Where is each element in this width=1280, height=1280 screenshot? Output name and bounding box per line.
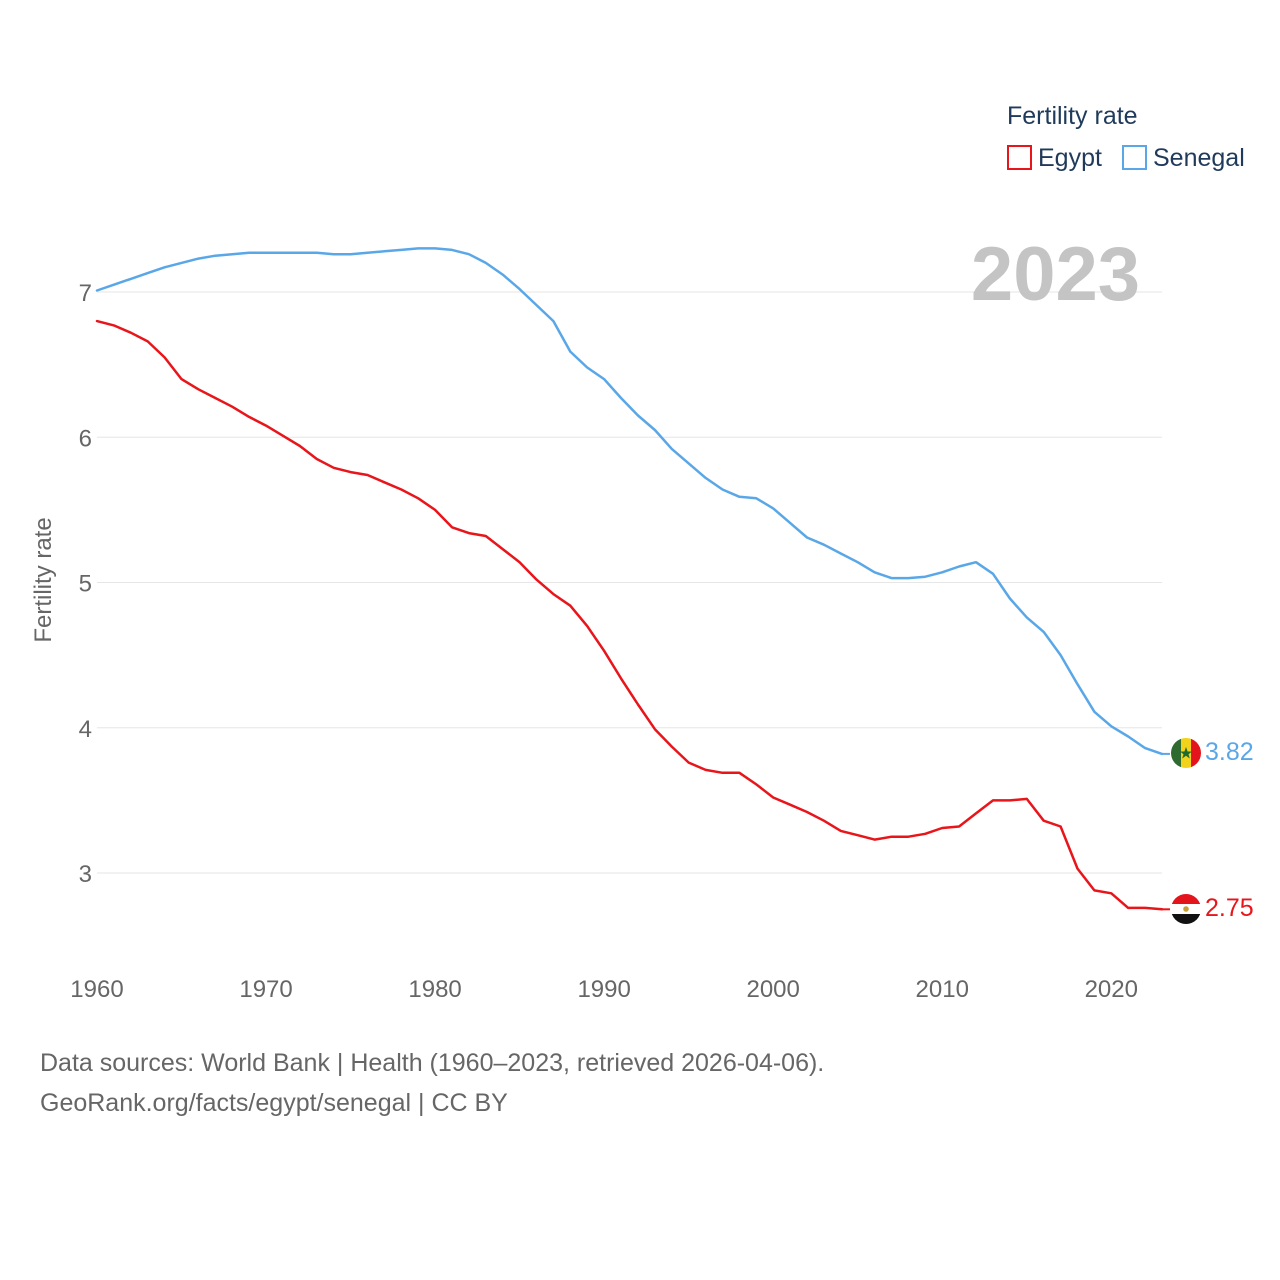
legend-swatch-senegal[interactable] [1122,145,1147,170]
attribution-text[interactable]: GeoRank.org/facts/egypt/senegal | CC BY [40,1089,508,1117]
legend-label-egypt[interactable]: Egypt [1038,144,1102,172]
y-tick-label: 4 [79,716,92,743]
senegal-end-value: 3.82 [1205,738,1254,766]
egypt-end-value: 2.75 [1205,894,1254,922]
fertility-line-chart: 3 4 5 6 7 1960 1970 1980 1990 2000 2010 2020 Ferti… [30,102,1254,1003]
y-tick-label: 3 [79,861,92,888]
x-tick-label: 1990 [577,976,630,1003]
legend: Fertility rate Egypt Senegal [1007,102,1245,172]
y-tick-label: 7 [79,280,92,307]
y-axis-label: Fertility rate [30,517,57,642]
y-tick-label: 5 [79,571,92,598]
x-axis-ticks: 1960 1970 1980 1990 2000 2010 2020 [70,976,1138,1003]
y-axis-ticks: 3 4 5 6 7 [79,280,92,888]
data-sources-text: Data sources: World Bank | Health (1960–… [40,1049,825,1077]
x-tick-label: 2010 [916,976,969,1003]
senegal-flag-icon [1171,738,1201,768]
series-line-senegal[interactable] [95,247,1164,756]
egypt-flag-icon [1171,894,1201,924]
legend-label-senegal[interactable]: Senegal [1153,144,1245,172]
series-lines [95,247,1170,911]
x-tick-label: 1960 [70,976,123,1003]
series-line-egypt[interactable] [95,319,1164,911]
legend-swatch-egypt[interactable] [1007,145,1032,170]
x-tick-label: 1970 [239,976,292,1003]
x-tick-label: 2020 [1085,976,1138,1003]
x-tick-label: 2000 [746,976,799,1003]
legend-title: Fertility rate [1007,102,1138,130]
year-badge: 2023 [971,232,1140,317]
footer: Data sources: World Bank | Health (1960–… [40,1043,824,1123]
y-tick-label: 6 [79,425,92,452]
x-tick-label: 1980 [408,976,461,1003]
grid-lines [97,291,1162,874]
